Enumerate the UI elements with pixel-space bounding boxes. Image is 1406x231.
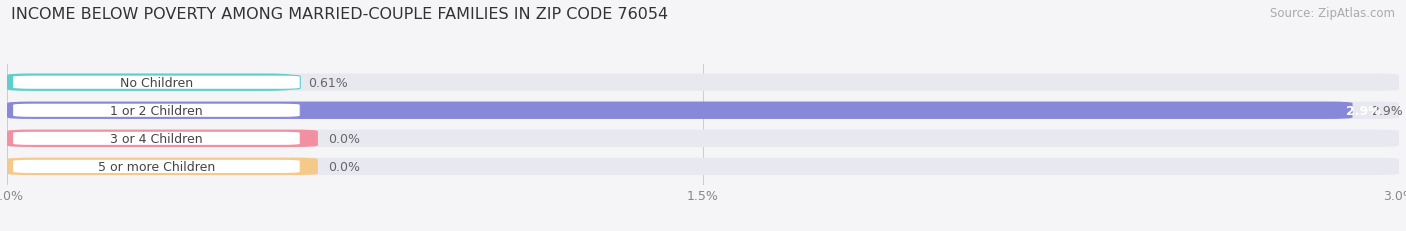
Text: 5 or more Children: 5 or more Children xyxy=(98,160,215,173)
Text: 2.9%: 2.9% xyxy=(1346,104,1381,117)
Text: 2.9%: 2.9% xyxy=(1371,104,1403,117)
FancyBboxPatch shape xyxy=(7,130,1399,147)
FancyBboxPatch shape xyxy=(7,158,1399,175)
Text: 1 or 2 Children: 1 or 2 Children xyxy=(110,104,202,117)
FancyBboxPatch shape xyxy=(7,74,1399,91)
Text: 0.61%: 0.61% xyxy=(309,76,349,89)
Text: 3 or 4 Children: 3 or 4 Children xyxy=(110,132,202,145)
FancyBboxPatch shape xyxy=(7,130,318,147)
Text: Source: ZipAtlas.com: Source: ZipAtlas.com xyxy=(1270,7,1395,20)
FancyBboxPatch shape xyxy=(7,102,1353,119)
FancyBboxPatch shape xyxy=(13,104,301,118)
Text: 0.0%: 0.0% xyxy=(328,160,360,173)
Text: No Children: No Children xyxy=(120,76,193,89)
FancyBboxPatch shape xyxy=(13,76,301,90)
FancyBboxPatch shape xyxy=(7,102,1399,119)
Text: 0.0%: 0.0% xyxy=(328,132,360,145)
FancyBboxPatch shape xyxy=(13,160,301,174)
FancyBboxPatch shape xyxy=(7,158,318,175)
FancyBboxPatch shape xyxy=(7,74,290,91)
Text: INCOME BELOW POVERTY AMONG MARRIED-COUPLE FAMILIES IN ZIP CODE 76054: INCOME BELOW POVERTY AMONG MARRIED-COUPL… xyxy=(11,7,668,22)
FancyBboxPatch shape xyxy=(13,132,301,146)
